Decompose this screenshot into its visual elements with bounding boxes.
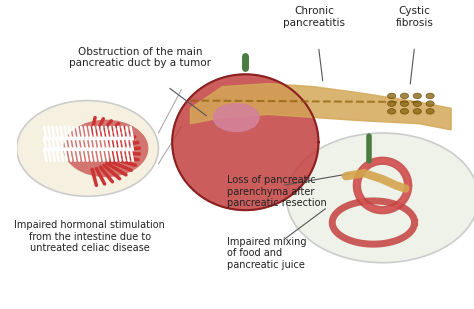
Circle shape: [17, 100, 158, 196]
Circle shape: [413, 101, 421, 106]
Text: Cystic
fibrosis: Cystic fibrosis: [396, 6, 434, 28]
Circle shape: [426, 108, 434, 114]
Circle shape: [413, 108, 421, 114]
Circle shape: [401, 108, 409, 114]
Circle shape: [426, 101, 434, 106]
Circle shape: [388, 101, 396, 106]
Circle shape: [413, 93, 421, 99]
Circle shape: [426, 93, 434, 99]
Circle shape: [388, 108, 396, 114]
Circle shape: [401, 101, 409, 106]
Text: Chronic
pancreatitis: Chronic pancreatitis: [283, 6, 345, 28]
Text: Impaired mixing
of food and
pancreatic juice: Impaired mixing of food and pancreatic j…: [227, 237, 307, 270]
Text: Obstruction of the main
pancreatic duct by a tumor: Obstruction of the main pancreatic duct …: [69, 47, 211, 68]
Polygon shape: [191, 83, 451, 130]
Text: Impaired hormonal stimulation
from the intestine due to
untreated celiac disease: Impaired hormonal stimulation from the i…: [14, 220, 165, 253]
Circle shape: [64, 120, 148, 177]
Polygon shape: [213, 104, 259, 131]
Circle shape: [388, 93, 396, 99]
Text: Loss of pancreatic
parenchyma after
pancreatic resection: Loss of pancreatic parenchyma after panc…: [227, 175, 327, 208]
Circle shape: [286, 133, 474, 263]
Polygon shape: [172, 74, 319, 210]
Circle shape: [401, 93, 409, 99]
